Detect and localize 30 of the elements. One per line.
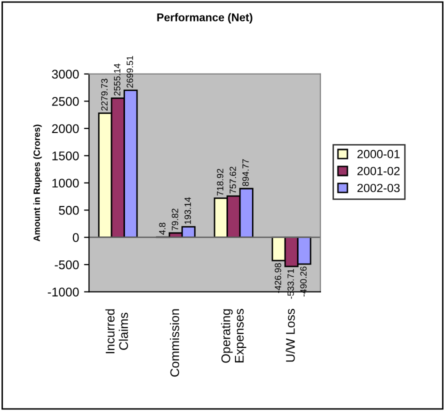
y-tick-label: 1000 bbox=[52, 178, 79, 188]
legend-label: 2001-02 bbox=[357, 166, 400, 176]
chart-title: Performance (Net) bbox=[157, 13, 252, 24]
y-tick-label: -1000 bbox=[48, 288, 79, 296]
data-label: 718.92 bbox=[216, 168, 224, 196]
data-label: 193.14 bbox=[184, 197, 191, 224]
data-label: 894.77 bbox=[242, 159, 249, 186]
data-label: 757.62 bbox=[230, 166, 236, 194]
y-tick-label: 2000 bbox=[52, 124, 79, 134]
x-tick-label: U/W Loss bbox=[286, 308, 295, 362]
data-label: -533.71 bbox=[288, 269, 294, 299]
y-tick-label: 1500 bbox=[52, 151, 79, 160]
data-label: -426.98 bbox=[274, 263, 282, 293]
data-label: 4.8 bbox=[159, 222, 166, 235]
legend-label: 2000-01 bbox=[357, 150, 400, 158]
data-label: 79.82 bbox=[172, 208, 178, 230]
y-axis-title: Amount in Rupees (Crores) bbox=[33, 124, 42, 242]
y-tick-label: 3000 bbox=[52, 70, 79, 79]
data-label: 2279.73 bbox=[101, 78, 108, 111]
y-tick-label: 500 bbox=[58, 206, 79, 215]
y-tick-label: 2500 bbox=[52, 97, 79, 106]
x-tick-label: Operating Expenses bbox=[221, 308, 246, 363]
x-tick-label: Commission bbox=[170, 309, 180, 377]
data-label: 2555.14 bbox=[114, 64, 120, 96]
data-label: 2699.51 bbox=[126, 56, 134, 88]
y-tick-label: -500 bbox=[54, 260, 79, 270]
x-tick-label: Incurred Claims bbox=[105, 309, 128, 354]
y-tick-label: 0 bbox=[72, 233, 79, 242]
data-label: -490.26 bbox=[300, 266, 307, 296]
legend-label: 2002-03 bbox=[357, 184, 400, 192]
